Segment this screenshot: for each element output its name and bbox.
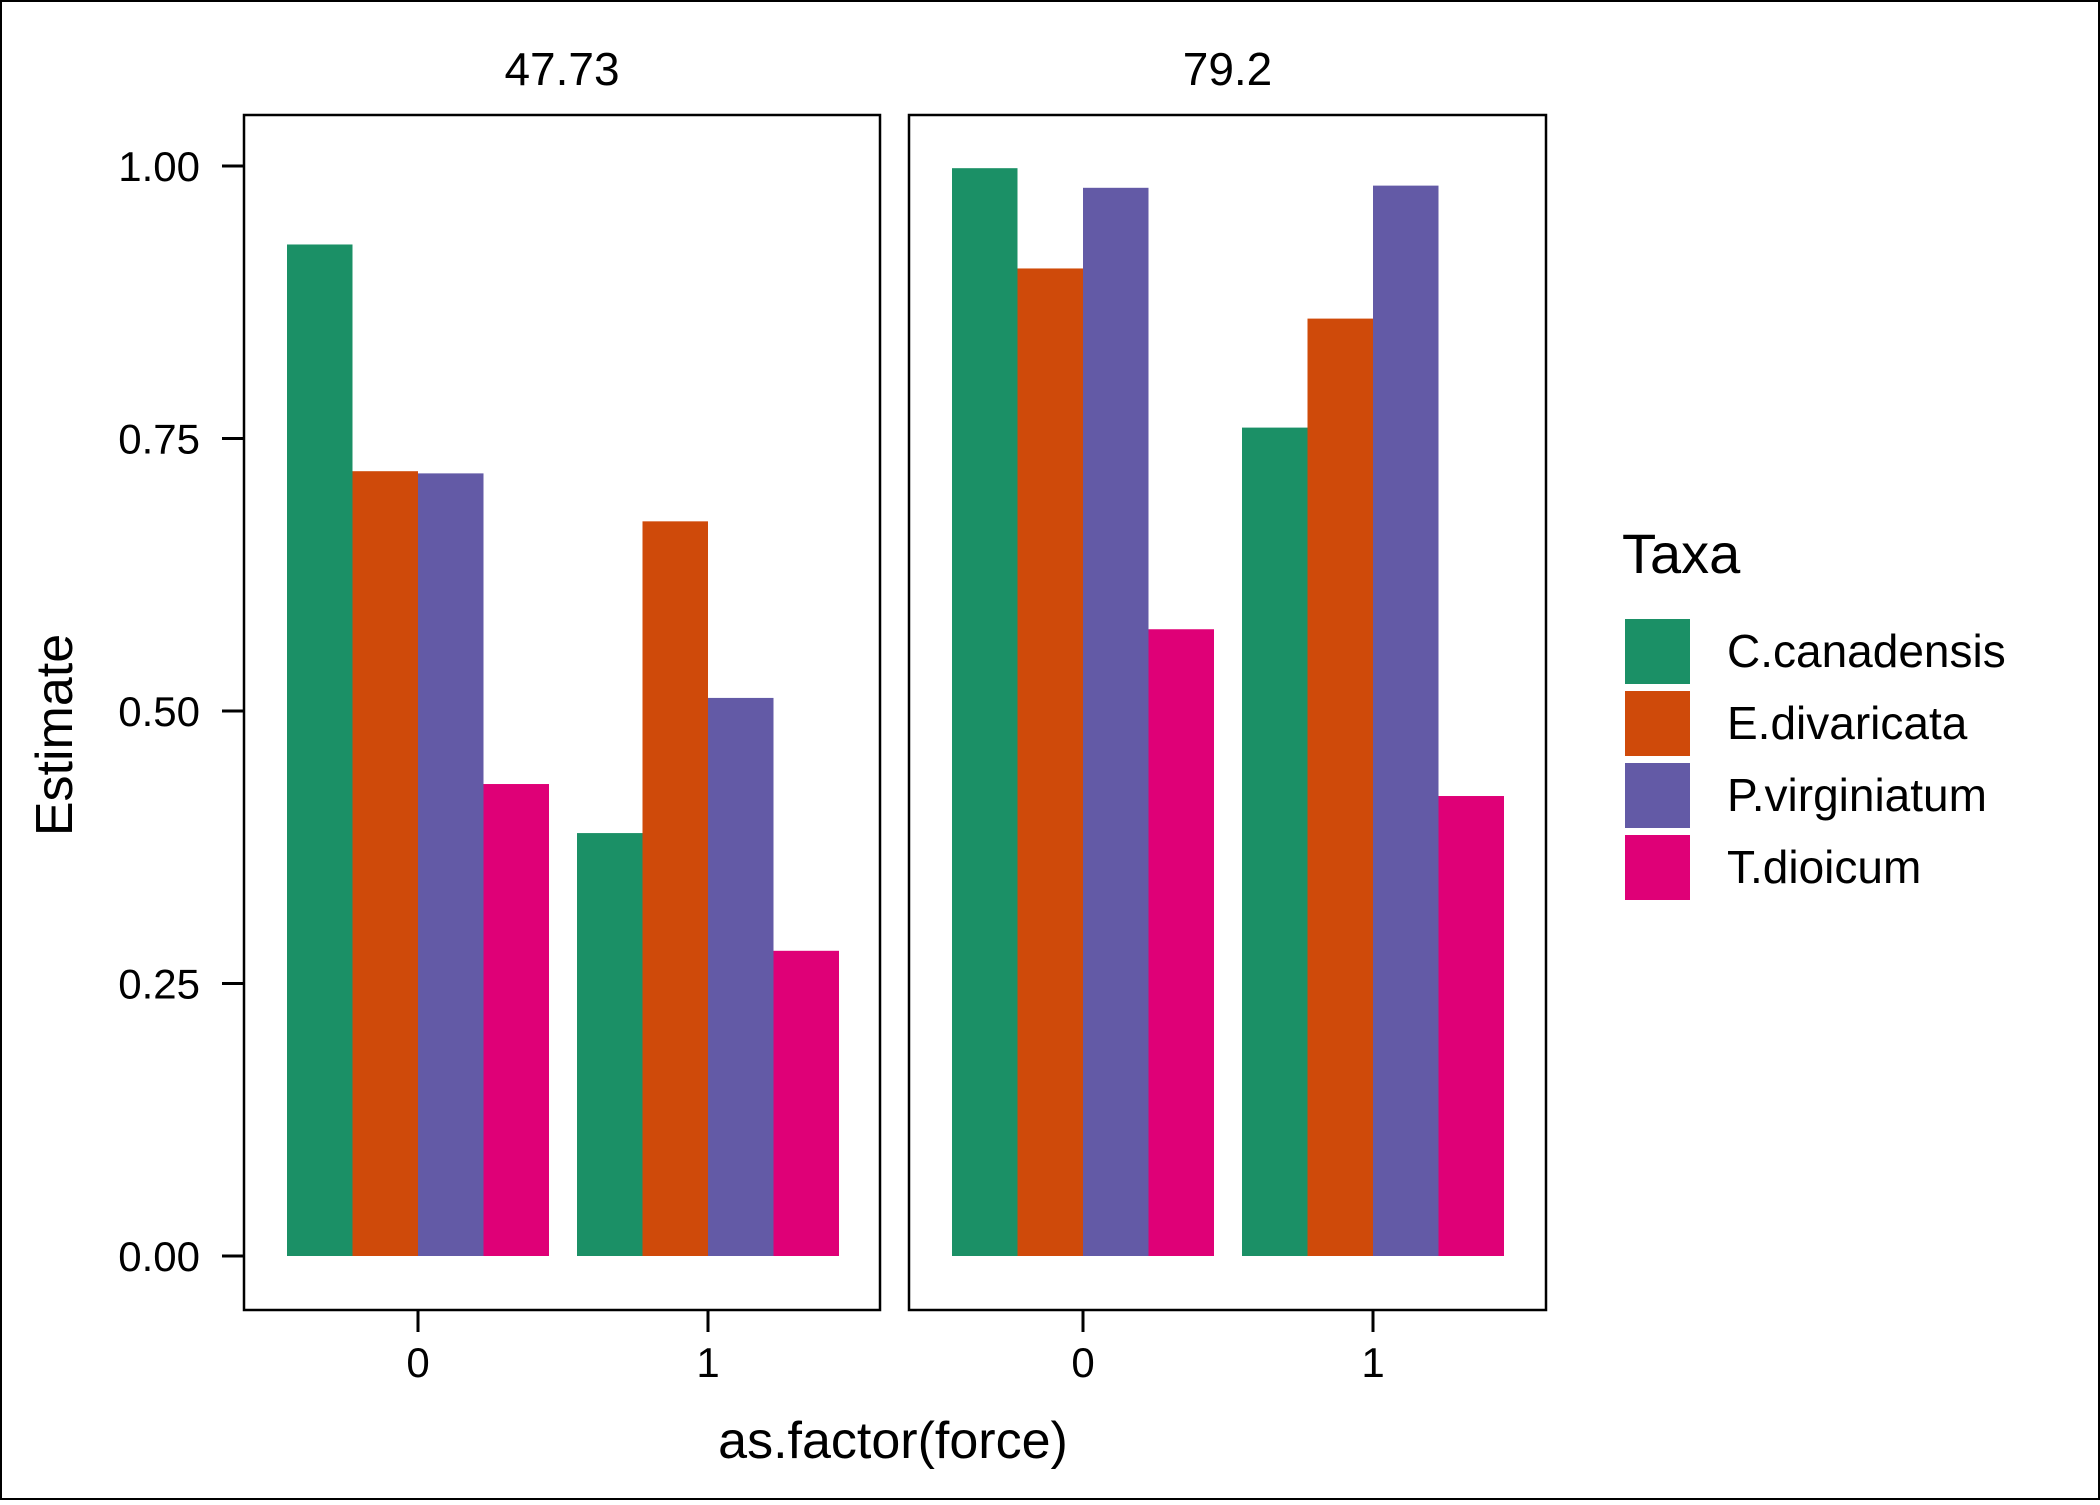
panel-strip-title: 47.73 (504, 43, 619, 95)
bar (708, 697, 774, 1256)
bar (773, 950, 839, 1256)
bar (642, 521, 708, 1256)
legend: Taxa C.canadensis E.divaricata P.virginiat… (1622, 522, 2006, 900)
y-tick-label: 0.25 (118, 961, 200, 1008)
bar (1242, 427, 1308, 1257)
bar (577, 833, 643, 1256)
x-axis-title: as.factor(force) (718, 1412, 1068, 1470)
legend-entry-label: C.canadensis (1727, 625, 2006, 677)
bar (952, 168, 1018, 1257)
bar (1373, 185, 1439, 1256)
y-axis-title: Estimate (26, 634, 84, 836)
bar (483, 784, 549, 1256)
legend-title: Taxa (1622, 522, 1741, 585)
y-tick-label: 0.75 (118, 416, 200, 463)
panel-0: 47.73 0 1 (242, 43, 882, 1386)
y-axis: 0.00 0.25 0.50 0.75 1.00 (118, 143, 244, 1280)
panels: 47.73 0 1 79.2 0 1 (242, 43, 1548, 1386)
bar (1083, 187, 1149, 1256)
legend-swatch (1625, 619, 1690, 684)
bar (1017, 268, 1083, 1257)
bar (287, 244, 353, 1257)
panel-strip-title: 79.2 (1183, 43, 1273, 95)
legend-entry-label: E.divaricata (1727, 697, 1968, 749)
legend-swatch (1625, 691, 1690, 756)
bar (1438, 796, 1504, 1256)
x-tick-label: 0 (406, 1339, 429, 1386)
legend-entry-label: P.virginiatum (1727, 769, 1987, 821)
bar (1307, 318, 1373, 1257)
legend-swatch (1625, 835, 1690, 900)
y-tick-label: 1.00 (118, 143, 200, 190)
legend-swatch (1625, 763, 1690, 828)
bar (352, 471, 418, 1256)
bar (418, 473, 484, 1256)
legend-entry-label: T.dioicum (1727, 841, 1921, 893)
x-tick-label: 1 (696, 1339, 719, 1386)
y-tick-label: 0.00 (118, 1233, 200, 1280)
panel-1: 79.2 0 1 (907, 43, 1548, 1386)
x-tick-label: 1 (1361, 1339, 1384, 1386)
y-tick-label: 0.50 (118, 688, 200, 735)
bar (1148, 629, 1214, 1256)
x-tick-label: 0 (1071, 1339, 1094, 1386)
